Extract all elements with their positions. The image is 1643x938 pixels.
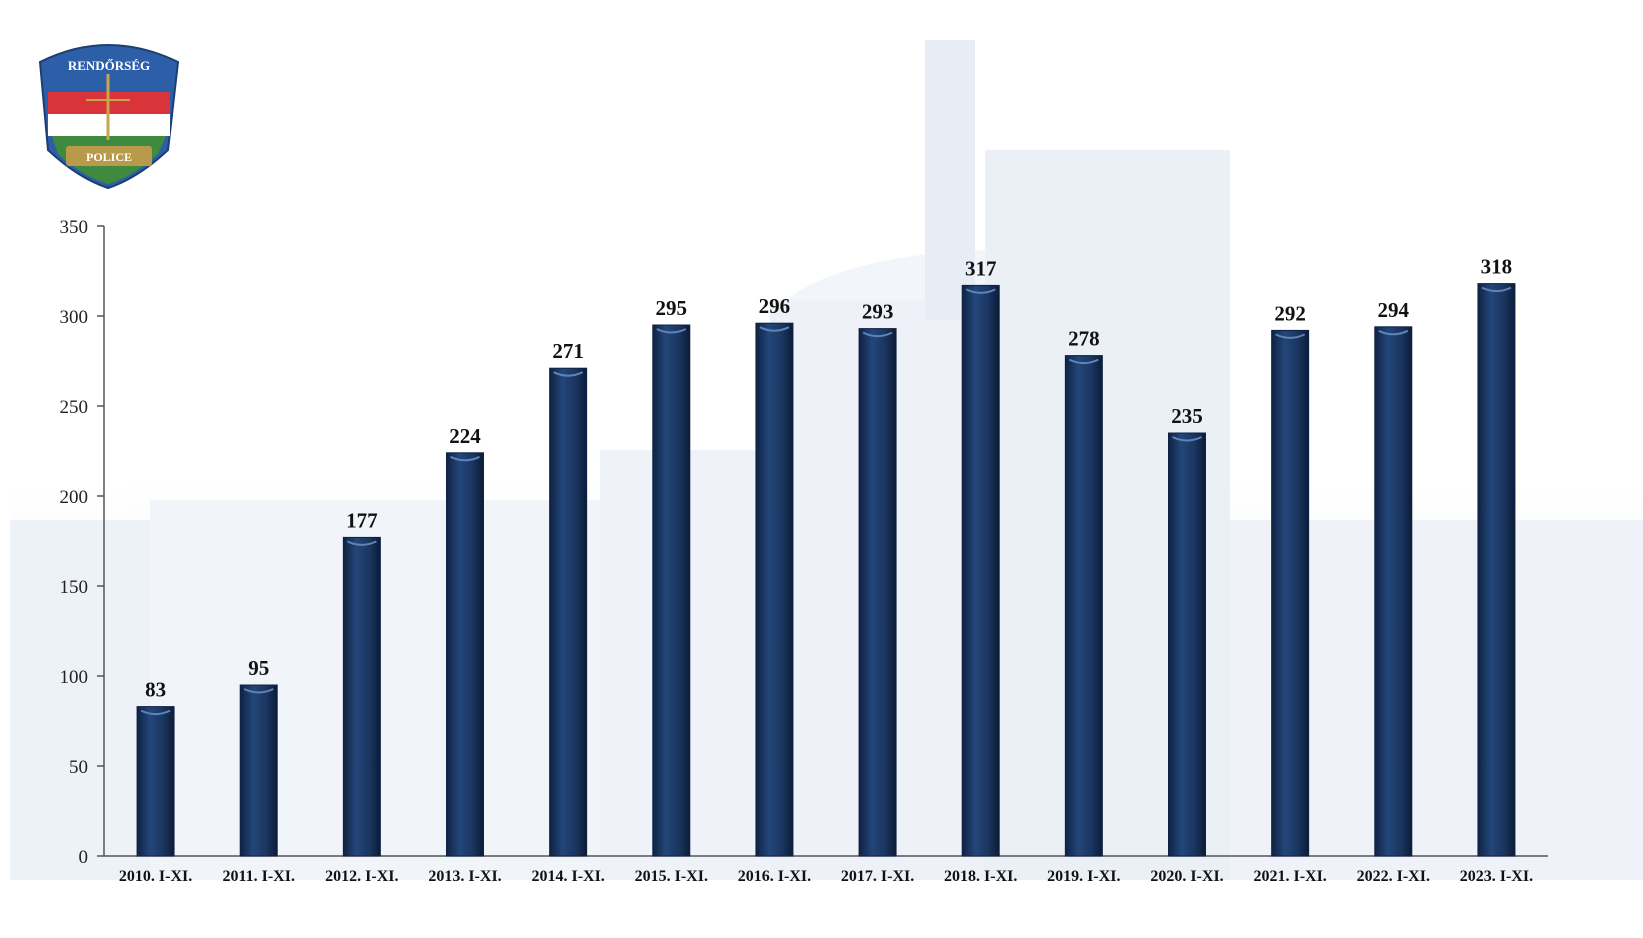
data-label: 294 bbox=[1378, 298, 1410, 322]
bar-highlight bbox=[243, 688, 274, 694]
logo-bottom-text: POLICE bbox=[86, 150, 132, 164]
bar bbox=[1374, 326, 1413, 857]
bar bbox=[1477, 283, 1516, 857]
y-tick-label: 300 bbox=[60, 307, 89, 328]
bar bbox=[961, 284, 1000, 857]
x-tick-label: 2014. I-XI. bbox=[531, 868, 604, 885]
bar bbox=[446, 452, 484, 857]
bar-highlight bbox=[553, 371, 584, 377]
x-tick-label: 2013. I-XI. bbox=[428, 868, 501, 885]
x-tick-label: 2019. I-XI. bbox=[1047, 868, 1120, 885]
y-tick-label: 0 bbox=[79, 847, 89, 868]
x-tick-label: 2021. I-XI. bbox=[1253, 868, 1326, 885]
x-tick-label: 2010. I-XI. bbox=[119, 868, 192, 885]
data-label: 293 bbox=[862, 300, 894, 324]
data-label: 317 bbox=[965, 256, 997, 280]
bar-highlight bbox=[346, 540, 377, 546]
data-label: 83 bbox=[145, 678, 166, 702]
y-tick-label: 250 bbox=[60, 397, 89, 418]
y-tick-label: 150 bbox=[60, 577, 89, 598]
y-tick-label: 50 bbox=[69, 757, 88, 778]
x-tick-label: 2012. I-XI. bbox=[325, 868, 398, 885]
data-label: 292 bbox=[1274, 301, 1306, 325]
bar bbox=[1064, 355, 1103, 857]
x-tick-label: 2017. I-XI. bbox=[841, 868, 914, 885]
y-axis-ticks: 0 50 100 150 200 250 300 350 bbox=[60, 217, 104, 868]
bar bbox=[549, 367, 588, 857]
bar bbox=[136, 706, 175, 857]
bar-highlight bbox=[140, 709, 171, 716]
data-label: 278 bbox=[1068, 327, 1100, 351]
data-label: 235 bbox=[1171, 404, 1203, 428]
y-tick-label: 200 bbox=[60, 487, 89, 508]
data-label: 295 bbox=[656, 296, 688, 320]
bar bbox=[239, 684, 278, 857]
bar-highlight bbox=[759, 326, 790, 332]
bar-highlight bbox=[1068, 358, 1099, 365]
bar-highlight bbox=[450, 455, 480, 462]
data-label: 177 bbox=[346, 508, 378, 532]
x-tick-label: 2016. I-XI. bbox=[738, 868, 811, 885]
logo-top-text: RENDŐRSÉG bbox=[68, 58, 150, 73]
bar-highlight bbox=[965, 288, 996, 294]
bar-highlight bbox=[1378, 329, 1409, 336]
x-tick-label: 2022. I-XI. bbox=[1357, 868, 1430, 885]
x-tick-label: 2011. I-XI. bbox=[222, 868, 294, 885]
x-axis-labels: 2010. I-XI. 2011. I-XI. 2012. I-XI. 2013. I… bbox=[119, 868, 1533, 885]
x-tick-label: 2020. I-XI. bbox=[1150, 868, 1223, 885]
bar-highlight bbox=[1481, 286, 1512, 293]
bar bbox=[1271, 329, 1310, 857]
bar bbox=[1168, 432, 1206, 857]
x-tick-label: 2023. I-XI. bbox=[1460, 868, 1533, 885]
data-label: 296 bbox=[759, 294, 791, 318]
x-tick-label: 2018. I-XI. bbox=[944, 868, 1017, 885]
y-tick-label: 100 bbox=[60, 667, 89, 688]
y-tick-label: 350 bbox=[60, 217, 89, 238]
bar-highlight bbox=[656, 328, 687, 334]
bar-highlight bbox=[1172, 436, 1202, 442]
bar-highlight bbox=[1275, 333, 1306, 339]
data-labels: 83 95 177 224 271 295 296 293 317 278 235 292 294 318 bbox=[145, 255, 1512, 702]
bar-highlight bbox=[862, 331, 893, 338]
data-label: 224 bbox=[449, 424, 481, 448]
bar bbox=[652, 324, 691, 857]
bar bbox=[858, 328, 897, 857]
x-tick-label: 2015. I-XI. bbox=[635, 868, 708, 885]
bars bbox=[136, 283, 1516, 857]
bar bbox=[755, 322, 794, 857]
data-label: 95 bbox=[248, 656, 269, 680]
bar bbox=[342, 536, 381, 857]
data-label: 318 bbox=[1481, 255, 1513, 279]
police-logo bbox=[38, 44, 180, 190]
data-label: 271 bbox=[552, 339, 584, 363]
